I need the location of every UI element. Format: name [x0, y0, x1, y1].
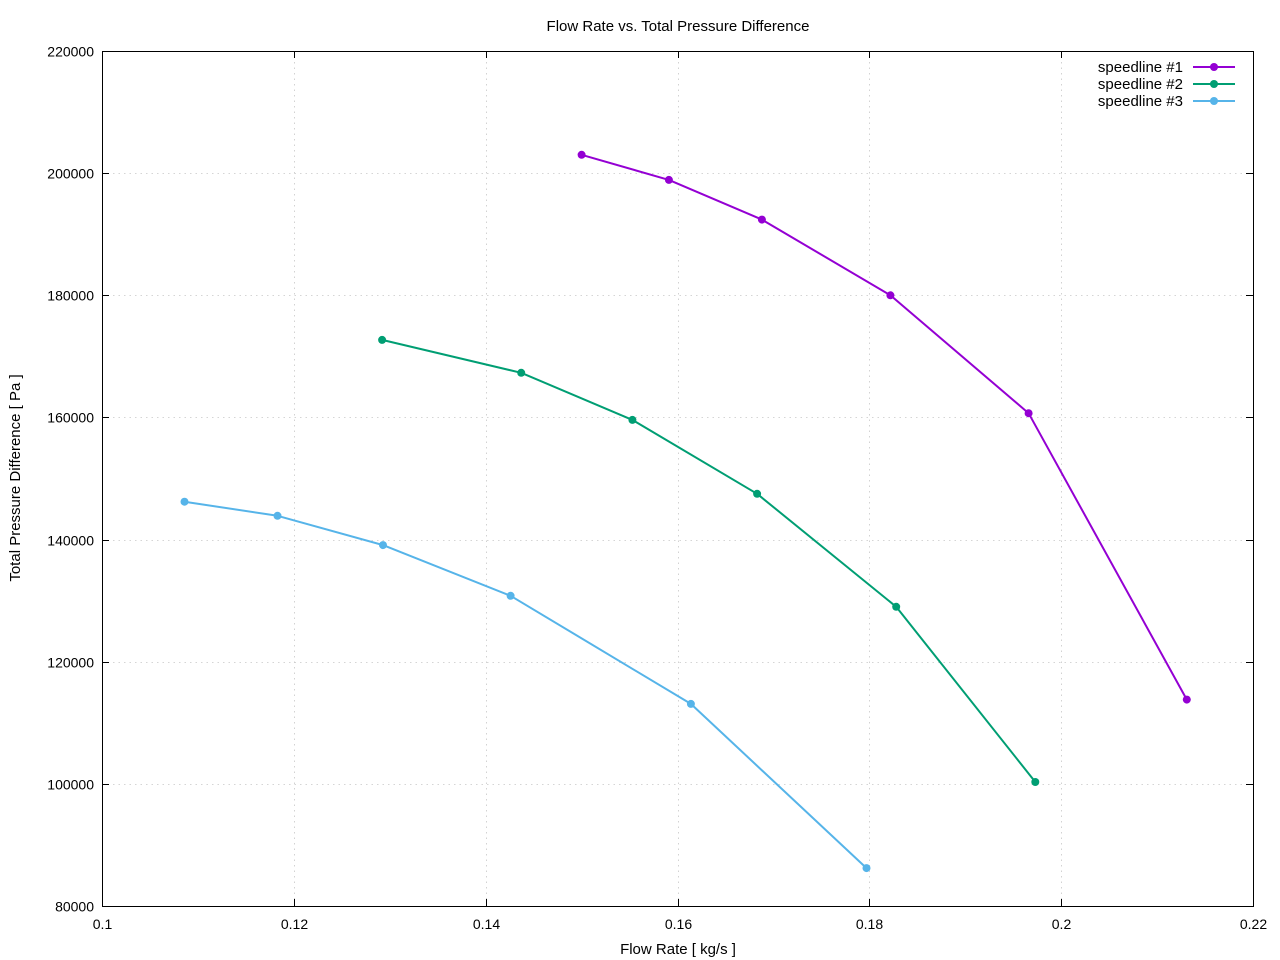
x-tick-label: 0.1	[93, 916, 113, 932]
y-tick-label: 80000	[55, 899, 94, 915]
data-point	[862, 864, 871, 873]
data-point	[379, 541, 387, 550]
y-tick-label: 200000	[47, 166, 94, 182]
x-tick-label: 0.22	[1240, 916, 1267, 932]
data-point	[1031, 778, 1040, 786]
data-point	[517, 368, 526, 377]
data-point	[180, 497, 189, 506]
y-tick-label: 120000	[47, 655, 94, 671]
chart-title: Flow Rate vs. Total Pressure Difference	[547, 18, 810, 35]
x-tick-label: 0.14	[473, 916, 500, 932]
y-tick-label: 140000	[47, 533, 94, 549]
legend-label: speedline #2	[1098, 76, 1183, 93]
data-point	[757, 215, 766, 224]
plot-area	[102, 51, 1254, 907]
legend-label: speedline #1	[1098, 59, 1183, 76]
series-speedline-2	[378, 335, 1040, 786]
data-point	[273, 511, 282, 520]
y-tick-label: 180000	[47, 288, 94, 304]
x-tick-label: 0.2	[1052, 916, 1072, 932]
data-point	[886, 291, 895, 300]
series-speedline-1	[577, 150, 1191, 704]
data-point	[1024, 409, 1033, 418]
data-point	[628, 415, 637, 424]
data-point	[892, 602, 901, 611]
data-point	[506, 591, 515, 600]
legend-item: speedline #1	[1098, 59, 1235, 76]
data-point	[686, 699, 695, 708]
data-point	[577, 150, 586, 159]
series-line	[381, 338, 1037, 783]
legend-item: speedline #3	[1098, 93, 1235, 110]
x-axis-label: Flow Rate [ kg/s ]	[620, 941, 736, 958]
x-tick-label: 0.18	[856, 916, 883, 932]
y-tick-label: 160000	[47, 410, 94, 426]
series-line	[184, 500, 868, 869]
y-tick-label: 220000	[47, 44, 94, 60]
series-line	[581, 153, 1188, 701]
x-tick-label: 0.12	[281, 916, 308, 932]
grid	[102, 51, 1253, 906]
axis-ticks: 0.1 0.12 0.14 0.16 0.18 0.2 0.22 80000 100000 120…	[47, 44, 1267, 933]
y-tick-label: 100000	[47, 777, 94, 793]
data-point	[378, 335, 387, 344]
legend-label: speedline #3	[1098, 93, 1183, 110]
legend-item: speedline #2	[1098, 76, 1235, 93]
data-point	[1182, 695, 1191, 704]
series-speedline-3	[180, 497, 871, 873]
y-axis-label: Total Pressure Difference [ Pa ]	[7, 374, 24, 581]
legend-marker	[1210, 97, 1218, 105]
x-tick-label: 0.16	[665, 916, 692, 932]
data-point	[753, 489, 762, 498]
series-group	[180, 150, 1191, 873]
data-point	[664, 175, 673, 184]
legend-marker	[1210, 80, 1218, 88]
legend-marker	[1210, 63, 1218, 71]
